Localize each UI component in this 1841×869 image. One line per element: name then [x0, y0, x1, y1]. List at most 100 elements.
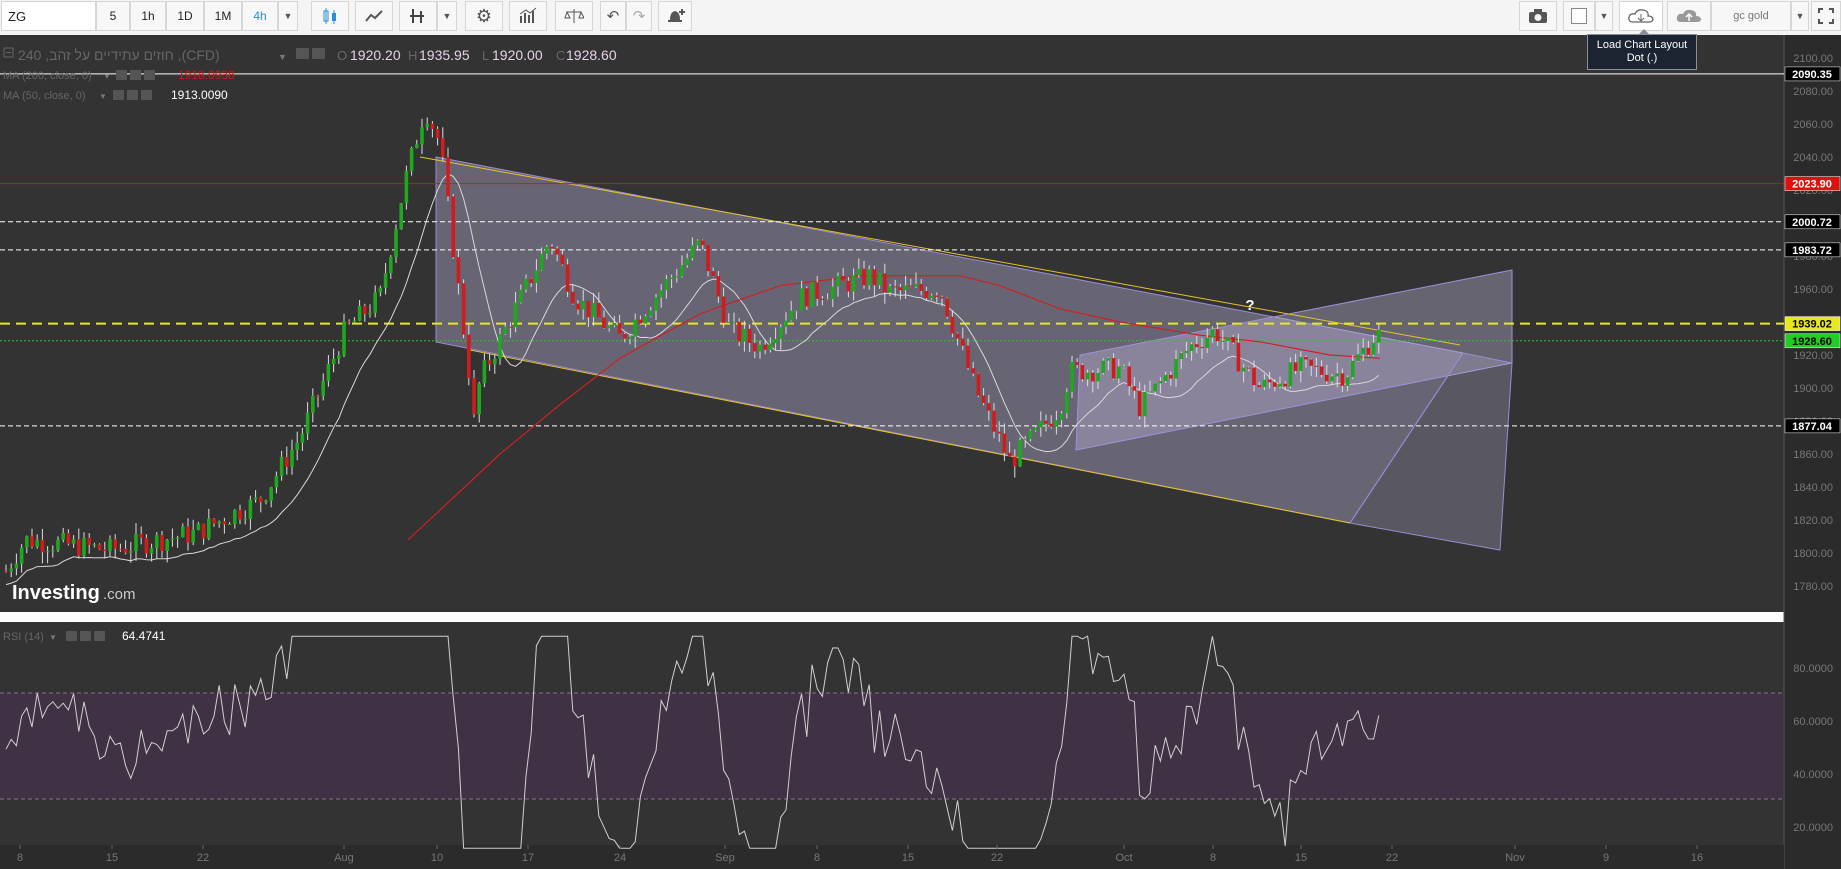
candle-body: [919, 283, 923, 291]
candle-body: [1356, 354, 1360, 361]
interval-1h-button[interactable]: 1h: [130, 1, 166, 31]
drawing-dropdown-icon[interactable]: ▼: [437, 1, 457, 31]
time-tick-label: Oct: [1115, 852, 1132, 864]
rsi-close-icon[interactable]: [94, 631, 105, 641]
time-axis[interactable]: [0, 845, 1784, 869]
price-axis[interactable]: [1784, 35, 1841, 869]
price-chart[interactable]: 2100.002080.002060.002040.002020.002000.…: [0, 35, 1841, 869]
symbol-input[interactable]: ZG: [1, 1, 96, 31]
candlestick-icon[interactable]: [311, 1, 349, 31]
legend-close-icon[interactable]: [312, 48, 325, 59]
ma200-line[interactable]: [407, 275, 1381, 541]
ma200-dropdown-icon[interactable]: ▼: [103, 72, 111, 81]
ma200-close-icon[interactable]: [144, 70, 155, 80]
instrument-dropdown-icon[interactable]: ▼: [278, 52, 287, 62]
candle-body: [1247, 367, 1251, 369]
candlestick-series[interactable]: [4, 117, 1381, 578]
candle-body: [867, 269, 871, 286]
layout-name-select[interactable]: gc gold: [1711, 1, 1791, 31]
fullscreen-icon[interactable]: [1811, 1, 1841, 31]
candle-body: [924, 290, 929, 299]
legend-settings-icon[interactable]: [296, 48, 309, 59]
rsi-label[interactable]: RSI (14): [3, 631, 44, 643]
candle-body: [1028, 430, 1033, 440]
fill-color-box-icon[interactable]: [1563, 1, 1595, 31]
candle-body: [118, 548, 123, 550]
load-layout-cloud-icon[interactable]: [1619, 1, 1663, 31]
candle-body: [227, 524, 232, 526]
candle-body: [66, 533, 71, 544]
candle-body: [337, 355, 341, 359]
line-chart-icon[interactable]: [355, 1, 393, 31]
ma50-label[interactable]: MA (50, close, 0): [3, 90, 86, 102]
screenshot-camera-icon[interactable]: [1519, 1, 1557, 31]
rsi-dropdown-icon[interactable]: ▼: [49, 633, 57, 642]
indicators-icon[interactable]: [509, 1, 547, 31]
candle-body: [269, 487, 273, 501]
question-annotation[interactable]: ?: [1245, 297, 1254, 314]
ma50-close-icon[interactable]: [141, 90, 152, 100]
projection-area-shape[interactable]: [1349, 352, 1513, 551]
candle-body: [435, 128, 440, 139]
candle-body: [399, 203, 403, 230]
ma50-hide-icon[interactable]: [127, 90, 138, 100]
candle-body: [1122, 366, 1126, 368]
candle-body: [1299, 357, 1303, 371]
candle-body: [576, 303, 580, 310]
horizontal-levels[interactable]: [0, 73, 1784, 427]
price-tick-label: 1900.00: [1793, 383, 1833, 395]
drawing-tools-icon[interactable]: [399, 1, 437, 31]
candle-body: [534, 270, 539, 284]
compare-scale-icon[interactable]: [555, 1, 593, 31]
time-tick-label: 8: [1210, 852, 1216, 864]
ma200-hide-icon[interactable]: [130, 70, 141, 80]
candle-body: [25, 536, 29, 548]
interval-1d-button[interactable]: 1D: [166, 1, 204, 31]
ma50-dropdown-icon[interactable]: ▼: [99, 92, 107, 101]
candle-body: [1257, 385, 1261, 388]
candle-body: [1195, 344, 1199, 348]
candle-body: [467, 334, 471, 379]
interval-4h-button[interactable]: 4h: [242, 1, 278, 31]
rsi-settings-icon[interactable]: [66, 631, 77, 641]
ma200-settings-icon[interactable]: [116, 70, 127, 80]
layout-dropdown-icon[interactable]: ▼: [1791, 1, 1809, 31]
interval-5-button[interactable]: 5: [96, 1, 130, 31]
channel-top-trendline[interactable]: [419, 156, 1461, 346]
price-level-text: 1939.02: [1792, 319, 1832, 331]
interval-1m-button[interactable]: 1M: [204, 1, 242, 31]
load-layout-tooltip: Load Chart Layout Dot (.): [1587, 29, 1697, 70]
candle-body: [316, 395, 320, 397]
alert-bell-icon[interactable]: [658, 1, 692, 31]
pane-separator[interactable]: [0, 612, 1784, 622]
candle-body: [810, 282, 814, 307]
interval-dropdown-icon[interactable]: ▼: [278, 1, 298, 31]
channel-bottom-trendline[interactable]: [469, 349, 1351, 524]
candle-body: [877, 273, 882, 286]
candle-body: [893, 286, 897, 288]
candle-body: [929, 295, 934, 299]
candle-body: [139, 533, 143, 538]
candle-body: [1101, 360, 1105, 373]
candle-body: [1169, 374, 1173, 379]
candle-body: [1007, 452, 1012, 457]
candle-body: [97, 544, 102, 550]
price-tick-label: 2040.00: [1793, 152, 1833, 164]
candle-body: [1345, 377, 1350, 386]
save-layout-cloud-icon[interactable]: [1667, 1, 1711, 31]
candle-body: [456, 257, 461, 284]
time-tick-label: 15: [902, 852, 914, 864]
redo-icon[interactable]: ↷: [626, 1, 652, 31]
undo-icon[interactable]: ↶: [600, 1, 626, 31]
ma50-settings-icon[interactable]: [113, 90, 124, 100]
candle-body: [1075, 362, 1079, 365]
candle-body: [238, 510, 242, 520]
candle-body: [815, 282, 819, 299]
rsi-line[interactable]: [5, 635, 1380, 849]
color-dropdown-icon[interactable]: ▼: [1595, 1, 1613, 31]
settings-gear-icon[interactable]: ⚙: [465, 1, 503, 31]
candle-body: [565, 264, 570, 292]
ma200-label[interactable]: MA (200, close, 0): [3, 70, 92, 82]
collapse-legend-icon[interactable]: [3, 47, 14, 58]
rsi-hide-icon[interactable]: [80, 631, 91, 641]
